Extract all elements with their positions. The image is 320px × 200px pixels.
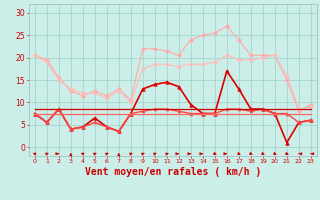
X-axis label: Vent moyen/en rafales ( km/h ): Vent moyen/en rafales ( km/h )	[85, 167, 261, 177]
